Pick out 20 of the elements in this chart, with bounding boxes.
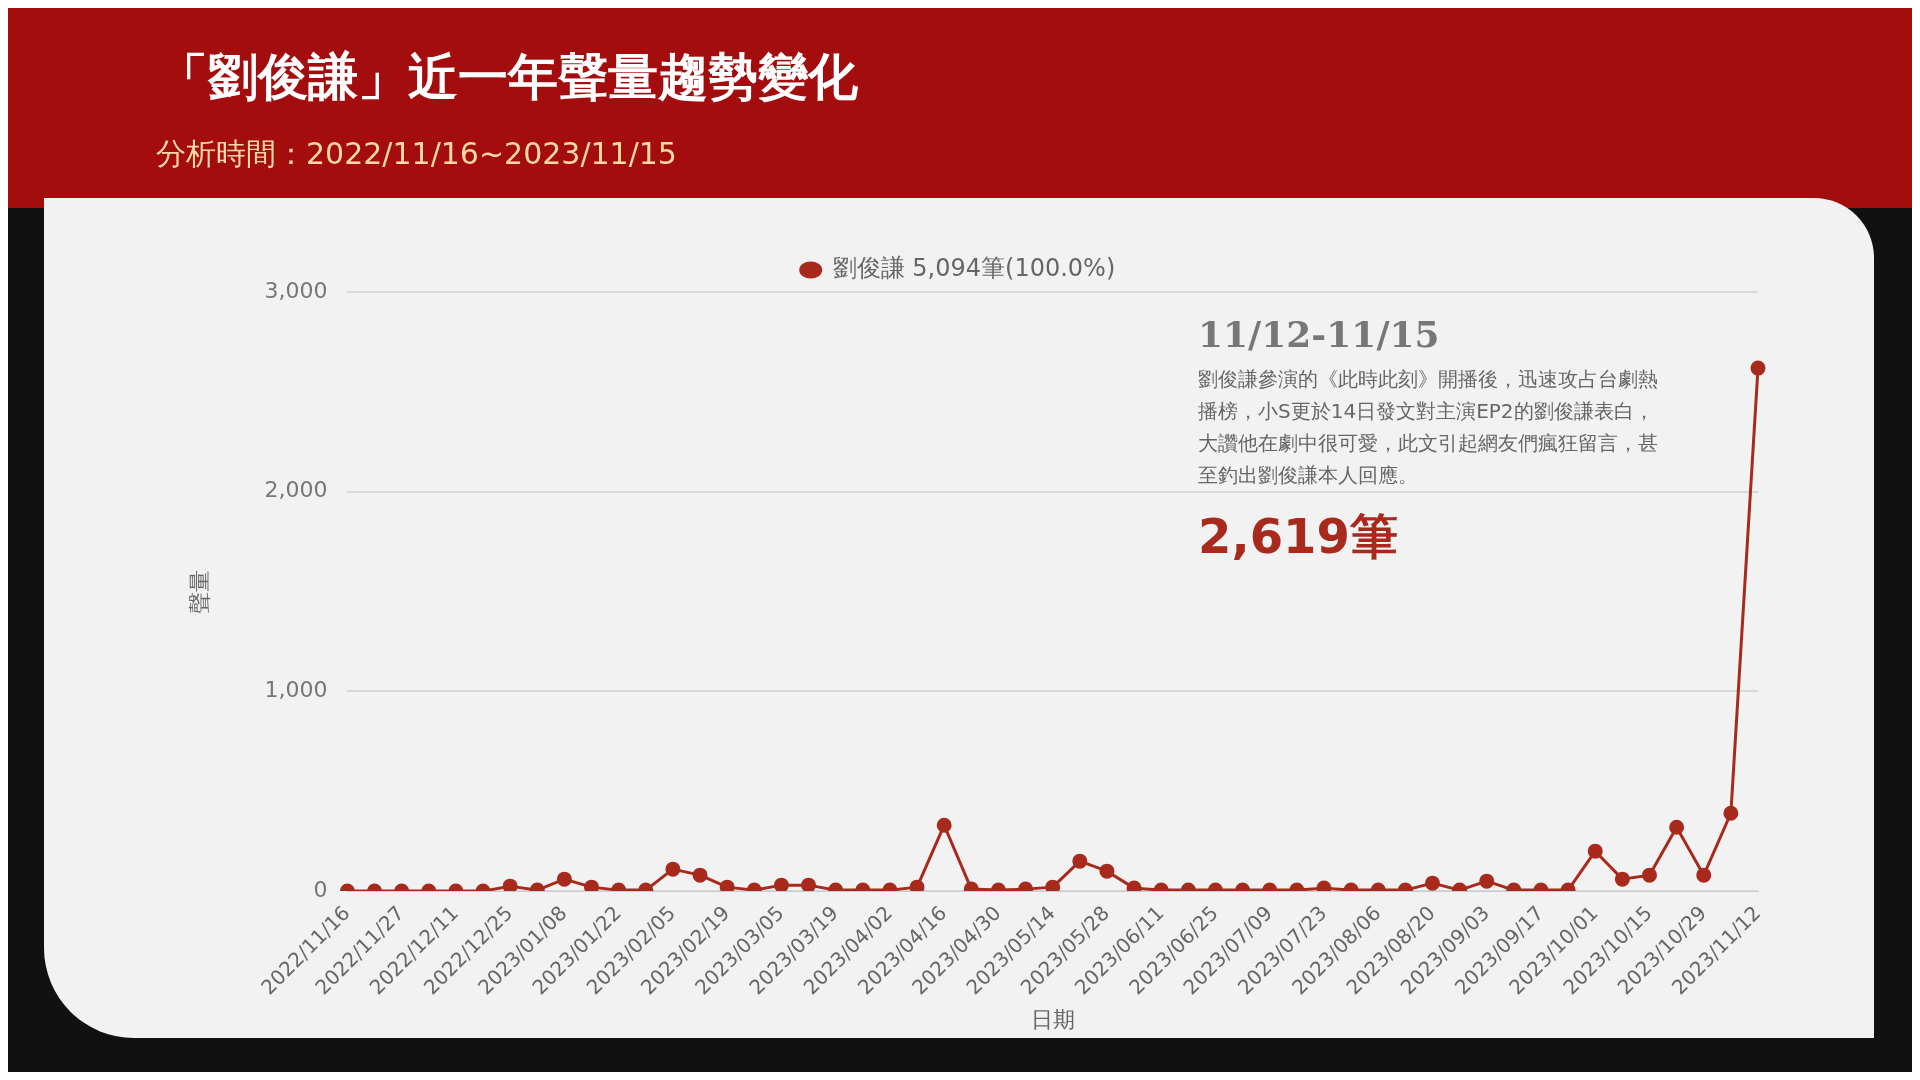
x-axis-title: 日期 xyxy=(1030,1006,1075,1032)
point xyxy=(502,878,518,892)
y-axis-title: 聲量 xyxy=(186,569,212,614)
chart-title: 「劉俊謙」近一年聲量趨勢變化 xyxy=(158,47,858,108)
y-tick-label: 3,000 xyxy=(264,277,328,303)
point xyxy=(584,879,600,892)
legend-label: 劉俊謙 5,094筆(100.0%) xyxy=(832,254,1116,283)
point xyxy=(1750,360,1766,376)
chart-subtitle: 分析時間：2022/11/16~2023/11/15 xyxy=(156,135,677,173)
point xyxy=(1316,880,1332,892)
y-tick-label: 2,000 xyxy=(264,477,328,503)
y-tick-label: 1,000 xyxy=(264,677,328,703)
point xyxy=(719,879,735,892)
point xyxy=(909,879,925,892)
y-tick-label: 0 xyxy=(313,876,328,902)
annotation: 11/12-11/15 xyxy=(1198,313,1441,355)
annotation: 2,619筆 xyxy=(1198,507,1399,566)
annotation: 劉俊謙參演的《此時此刻》開播後，迅速攻占台劇熱播榜，小S更於14日發文對主演EP2的劉俊謙表白，大讚他在劇中很可愛，此文引起網友們瘋狂留言，甚至釣出劉俊謙本人回應。 xyxy=(1198,366,1658,489)
point xyxy=(1045,879,1061,892)
point xyxy=(1126,880,1142,892)
